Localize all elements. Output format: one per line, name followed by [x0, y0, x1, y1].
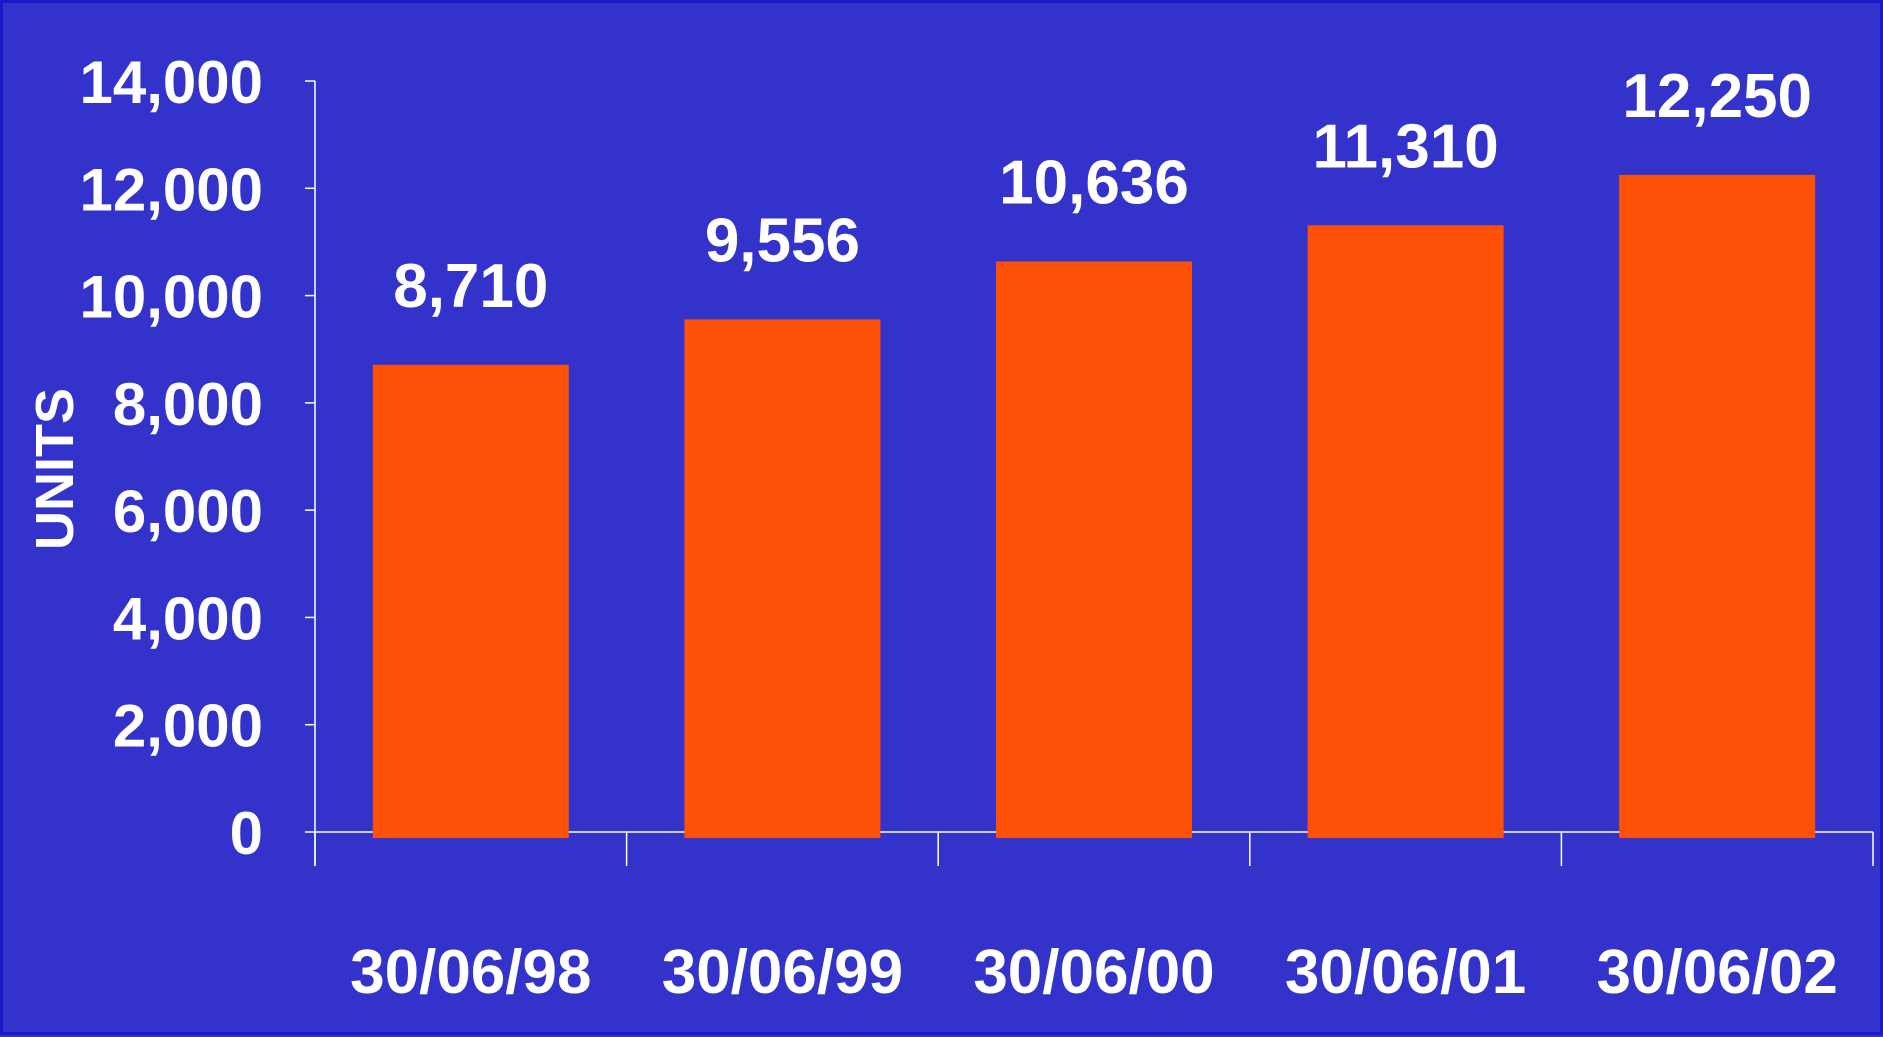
y-tick-label: 12,000: [79, 156, 263, 223]
x-tick-label: 30/06/01: [1285, 938, 1526, 1007]
y-axis: 0 2,000 4,000 6,000 8,000 10,000 12,000 14,000: [79, 49, 316, 867]
bar-value-label: 9,556: [705, 206, 860, 275]
x-tick-labels: 30/06/98 30/06/99 30/06/00 30/06/01 30/06/02: [350, 938, 1838, 1007]
x-tick-label: 30/06/99: [662, 938, 903, 1007]
value-labels: 8,710 9,556 10,636 11,310 12,250: [393, 62, 1812, 321]
y-tick-label: 14,000: [79, 49, 263, 116]
bar-value-label: 11,310: [1312, 112, 1498, 181]
y-axis-title: UNITS: [25, 388, 85, 550]
bar: [996, 261, 1192, 838]
bar-value-label: 10,636: [999, 148, 1189, 217]
y-tick-label: 2,000: [113, 693, 263, 760]
y-tick-label: 6,000: [113, 478, 263, 545]
bar: [372, 364, 569, 838]
y-tick-label: 0: [230, 800, 263, 867]
y-tick-label: 4,000: [113, 585, 263, 652]
bar-chart: 02,0004,0006,0008,00010,00012,00014,000 …: [25, 49, 1874, 1007]
bar-value-label: 12,250: [1622, 62, 1812, 131]
bar: [1619, 174, 1816, 838]
bar-value-label: 8,710: [393, 252, 548, 321]
bar: [684, 319, 881, 838]
x-tick-label: 30/06/00: [973, 938, 1214, 1007]
bar: [1307, 225, 1504, 838]
x-tick-label: 30/06/02: [1597, 938, 1838, 1007]
bars: [372, 174, 1816, 838]
y-tick-label: 8,000: [113, 371, 263, 438]
x-tick-label: 30/06/98: [350, 938, 591, 1007]
y-tick-label: 10,000: [79, 264, 263, 331]
